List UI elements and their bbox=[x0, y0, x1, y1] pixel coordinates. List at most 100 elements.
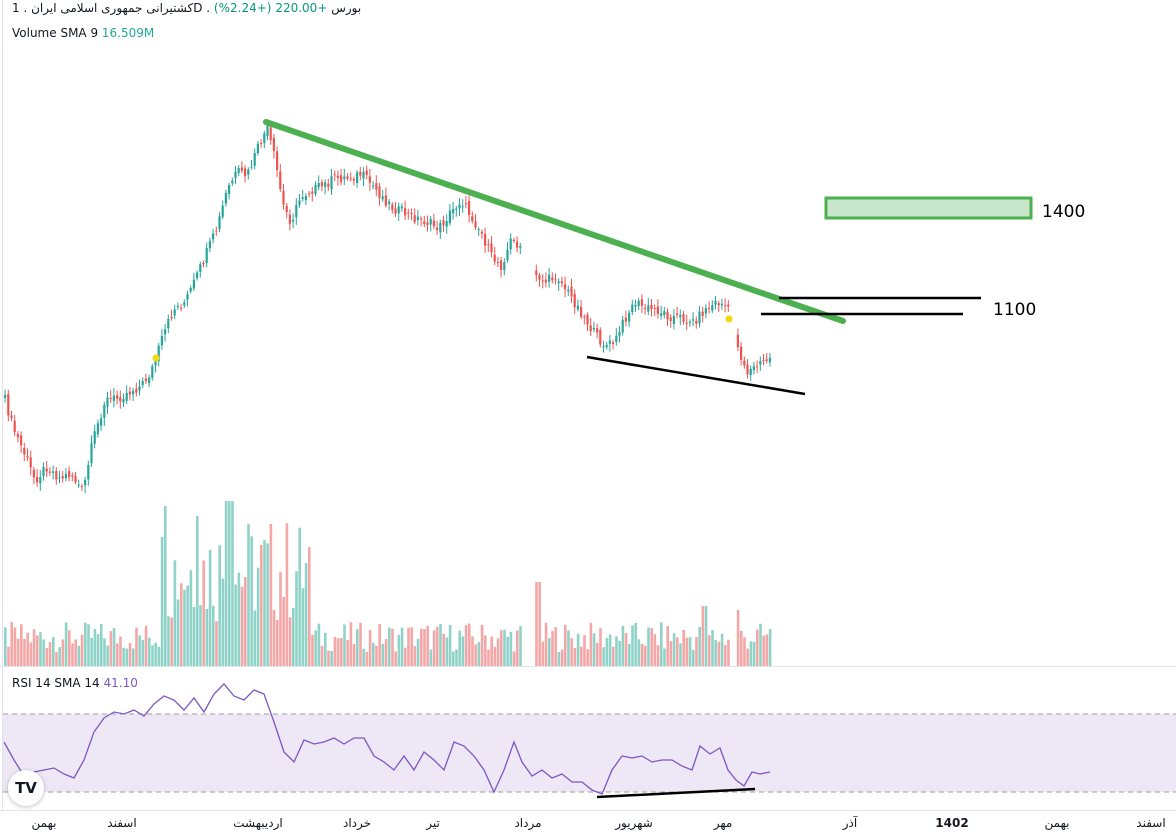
x-tick-label: آذر bbox=[842, 815, 858, 831]
candle bbox=[717, 303, 720, 306]
volume-bar bbox=[320, 645, 324, 666]
volume-bar bbox=[576, 633, 580, 666]
volume-bar bbox=[138, 635, 141, 666]
candle bbox=[432, 220, 435, 227]
volume-bar bbox=[336, 638, 340, 666]
volume-bar bbox=[263, 540, 266, 666]
candle bbox=[317, 183, 320, 188]
volume-bar bbox=[752, 641, 756, 666]
x-tick-label: تیر bbox=[425, 816, 440, 831]
volume-bar bbox=[84, 622, 87, 666]
candle bbox=[61, 476, 64, 479]
volume-bar bbox=[551, 630, 554, 666]
volume-bar bbox=[708, 635, 711, 666]
candle bbox=[765, 359, 768, 361]
event-marker[interactable] bbox=[725, 315, 733, 323]
candle bbox=[471, 216, 474, 222]
candle bbox=[180, 307, 183, 309]
rsi-legend[interactable]: RSI 14 SMA 14 41.10 bbox=[12, 676, 138, 690]
candle bbox=[541, 280, 544, 282]
volume-bar bbox=[608, 634, 612, 666]
candle bbox=[752, 366, 755, 371]
volume-bar bbox=[621, 625, 625, 666]
volume-bar bbox=[304, 563, 308, 666]
volume-bar bbox=[93, 628, 97, 666]
volume-bar bbox=[64, 622, 68, 666]
interval-label[interactable]: 1D bbox=[12, 1, 203, 15]
candle bbox=[359, 171, 362, 176]
candle bbox=[87, 464, 90, 480]
volume-bar bbox=[103, 638, 106, 666]
volume-bar bbox=[266, 543, 269, 666]
event-marker[interactable] bbox=[152, 354, 160, 362]
candle bbox=[749, 368, 752, 376]
volume-bar bbox=[237, 572, 241, 666]
candle bbox=[269, 127, 272, 141]
volume-legend[interactable]: Volume SMA 9 16.509M bbox=[12, 26, 154, 40]
annotation-1100: 1100 bbox=[993, 300, 1036, 320]
volume-bar bbox=[132, 648, 135, 666]
candle bbox=[586, 314, 589, 325]
volume-bar bbox=[352, 643, 356, 666]
volume-bar bbox=[535, 582, 538, 666]
candle bbox=[496, 261, 499, 264]
volume-bar bbox=[384, 639, 388, 666]
candle bbox=[599, 330, 602, 345]
volume-bar bbox=[605, 637, 609, 666]
volume-bar bbox=[378, 623, 381, 666]
candle bbox=[327, 183, 330, 187]
symbol-name: کشتیرانی جمهوری اسلامی ایران bbox=[31, 1, 194, 15]
volume-bar bbox=[192, 606, 196, 666]
volume-bar bbox=[509, 631, 513, 666]
x-tick-label: مرداد bbox=[514, 816, 541, 831]
x-tick-label: 1402 bbox=[935, 816, 968, 830]
volume-bar bbox=[468, 623, 471, 666]
candle bbox=[80, 485, 83, 487]
volume-bar bbox=[724, 644, 727, 666]
rsi-indicator-value: 41.10 bbox=[103, 676, 138, 690]
tradingview-logo[interactable]: TV bbox=[8, 770, 44, 806]
rsi-divergence-line[interactable] bbox=[596, 787, 756, 799]
candle bbox=[64, 473, 67, 479]
candle bbox=[621, 319, 624, 333]
candle bbox=[122, 399, 125, 403]
target-zone-1400[interactable] bbox=[824, 196, 1033, 220]
candle bbox=[634, 305, 637, 307]
candle bbox=[426, 222, 429, 225]
candle bbox=[701, 311, 704, 317]
candle bbox=[487, 244, 490, 246]
descending-trendline[interactable] bbox=[263, 119, 846, 324]
volume-bar bbox=[112, 628, 116, 666]
volume-bar bbox=[327, 650, 330, 666]
volume-bar bbox=[663, 648, 666, 666]
volume-bar bbox=[560, 649, 564, 666]
candle bbox=[132, 390, 135, 395]
volume-bar bbox=[672, 633, 676, 666]
candle bbox=[224, 192, 227, 204]
support-trendline[interactable] bbox=[586, 355, 806, 396]
candle bbox=[263, 133, 266, 144]
candle bbox=[253, 153, 256, 166]
candle bbox=[282, 190, 285, 205]
candle bbox=[535, 270, 538, 276]
candle bbox=[141, 380, 144, 386]
volume-bar bbox=[253, 610, 257, 666]
volume-bar bbox=[109, 631, 113, 666]
candle bbox=[768, 357, 771, 363]
volume-bar bbox=[77, 645, 81, 666]
candle bbox=[349, 178, 352, 180]
candle bbox=[640, 299, 643, 306]
volume-bar bbox=[269, 523, 273, 666]
volume-bar bbox=[285, 523, 289, 666]
volume-bar bbox=[474, 644, 477, 666]
volume-bar bbox=[324, 632, 327, 666]
volume-bar bbox=[432, 630, 436, 666]
volume-bar bbox=[656, 645, 660, 666]
volume-bar bbox=[164, 506, 167, 666]
candle bbox=[388, 201, 391, 205]
candle bbox=[512, 239, 515, 241]
time-axis[interactable]: بهمن اسفند اردیبهشت خرداد تیر مرداد شهریور مهر آ… bbox=[32, 815, 1166, 831]
volume-bar bbox=[640, 643, 644, 666]
x-tick-label: خرداد bbox=[343, 816, 371, 831]
